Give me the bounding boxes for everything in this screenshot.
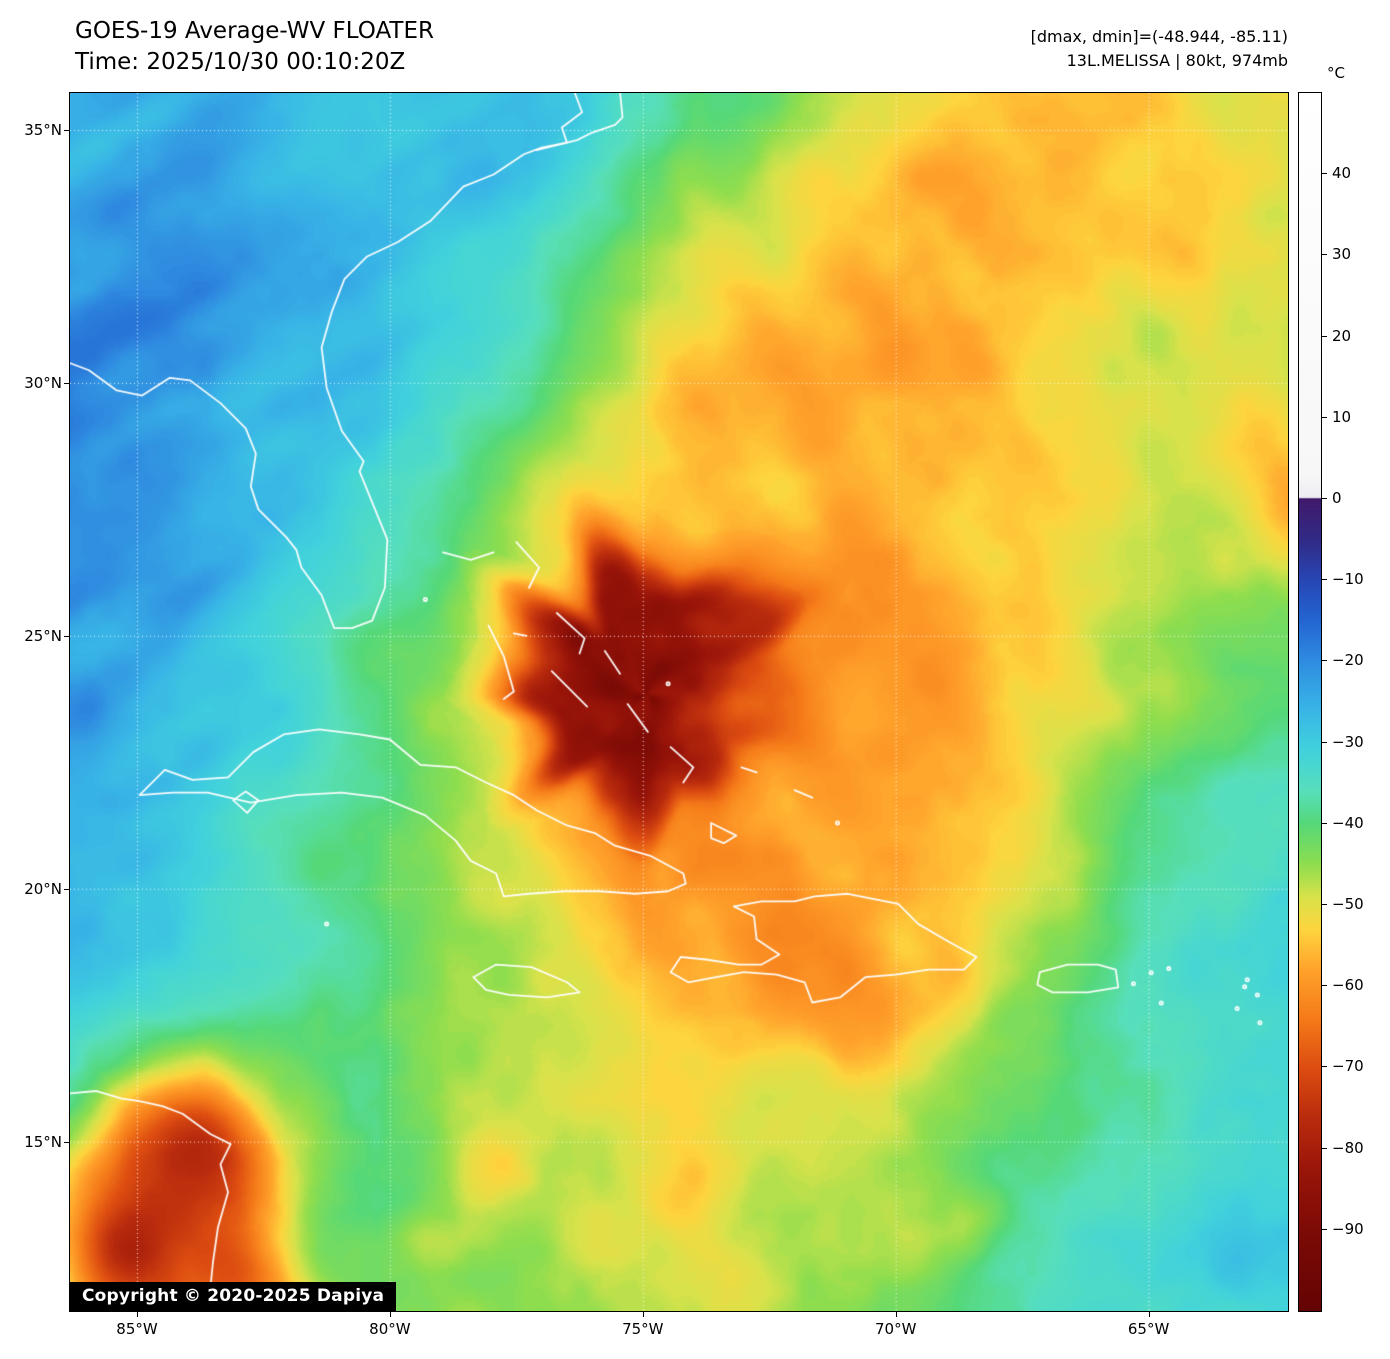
product-title: GOES-19 Average-WV FLOATER: [75, 18, 434, 44]
colorbar-tick-label: −70: [1332, 1057, 1364, 1076]
colorbar-tick-mark: [1321, 579, 1327, 581]
colorbar-tick-label: −90: [1332, 1219, 1364, 1238]
colorbar-tick-label: −60: [1332, 976, 1364, 995]
lon-tick-mark: [1148, 1311, 1150, 1317]
lat-tick-mark: [64, 888, 70, 890]
lat-tick-label: 20°N: [24, 879, 62, 898]
lat-tick-label: 30°N: [24, 373, 62, 392]
lon-tick-mark: [137, 1311, 138, 1317]
colorbar-tick-label: 0: [1332, 489, 1342, 507]
lon-tick-mark: [895, 1311, 897, 1317]
colorbar-tick-label: −30: [1332, 732, 1364, 751]
colorbar-tick-mark: [1321, 985, 1327, 987]
lon-tick-mark: [642, 1311, 644, 1317]
colorbar-tick-label: −50: [1332, 895, 1364, 913]
colorbar-tick-label: −40: [1332, 813, 1364, 832]
colorbar-tick-mark: [1321, 254, 1327, 256]
colorbar-unit-label: °C: [1327, 64, 1345, 82]
colorbar-tick-mark: [1321, 416, 1327, 418]
timestamp: Time: 2025/10/30 00:10:20Z: [75, 49, 406, 75]
lon-tick-mark: [389, 1311, 391, 1317]
colorbar-tick-mark: [1321, 660, 1327, 662]
lat-tick-label: 35°N: [24, 121, 62, 139]
lon-tick-label: 70°W: [874, 1320, 917, 1338]
lat-tick-mark: [64, 635, 70, 637]
colorbar-tick-mark: [1321, 335, 1327, 337]
colorbar-tick-mark: [1321, 1147, 1327, 1149]
dmax-dmin-readout: [dmax, dmin]=(-48.944, -85.11): [1030, 27, 1288, 46]
lon-tick-label: 80°W: [369, 1320, 411, 1338]
satellite-map: Copyright © 2020-2025 Dapiya: [69, 92, 1289, 1312]
colorbar: [1298, 92, 1322, 1312]
colorbar-tick-mark: [1321, 822, 1327, 824]
colorbar-tick-label: 30: [1332, 245, 1352, 264]
colorbar-tick-label: −80: [1332, 1138, 1364, 1157]
lat-tick-mark: [64, 1141, 70, 1143]
lon-tick-label: 75°W: [622, 1320, 664, 1338]
colorbar-tick-mark: [1321, 173, 1327, 175]
colorbar-tick-label: 40: [1332, 164, 1352, 183]
lat-tick-label: 25°N: [24, 626, 62, 645]
lat-tick-mark: [64, 130, 70, 131]
colorbar-tick-mark: [1321, 498, 1327, 499]
lat-tick-label: 15°N: [24, 1132, 62, 1151]
lon-tick-label: 85°W: [116, 1320, 158, 1338]
colorbar-tick-label: −20: [1332, 651, 1364, 670]
lon-tick-label: 65°W: [1127, 1320, 1170, 1338]
storm-info: 13L.MELISSA | 80kt, 974mb: [1066, 51, 1288, 70]
copyright-badge: Copyright © 2020-2025 Dapiya: [70, 1282, 397, 1311]
colorbar-tick-label: −10: [1332, 570, 1364, 589]
colorbar-tick-mark: [1321, 1228, 1327, 1230]
colorbar-tick-mark: [1321, 904, 1327, 905]
colorbar-tick-mark: [1321, 741, 1327, 743]
colorbar-tick-label: 20: [1332, 326, 1352, 345]
colorbar-tick-mark: [1321, 1066, 1327, 1068]
lat-tick-mark: [64, 382, 70, 384]
colorbar-tick-label: 10: [1332, 407, 1352, 426]
water-vapor-imagery: [70, 93, 1288, 1311]
